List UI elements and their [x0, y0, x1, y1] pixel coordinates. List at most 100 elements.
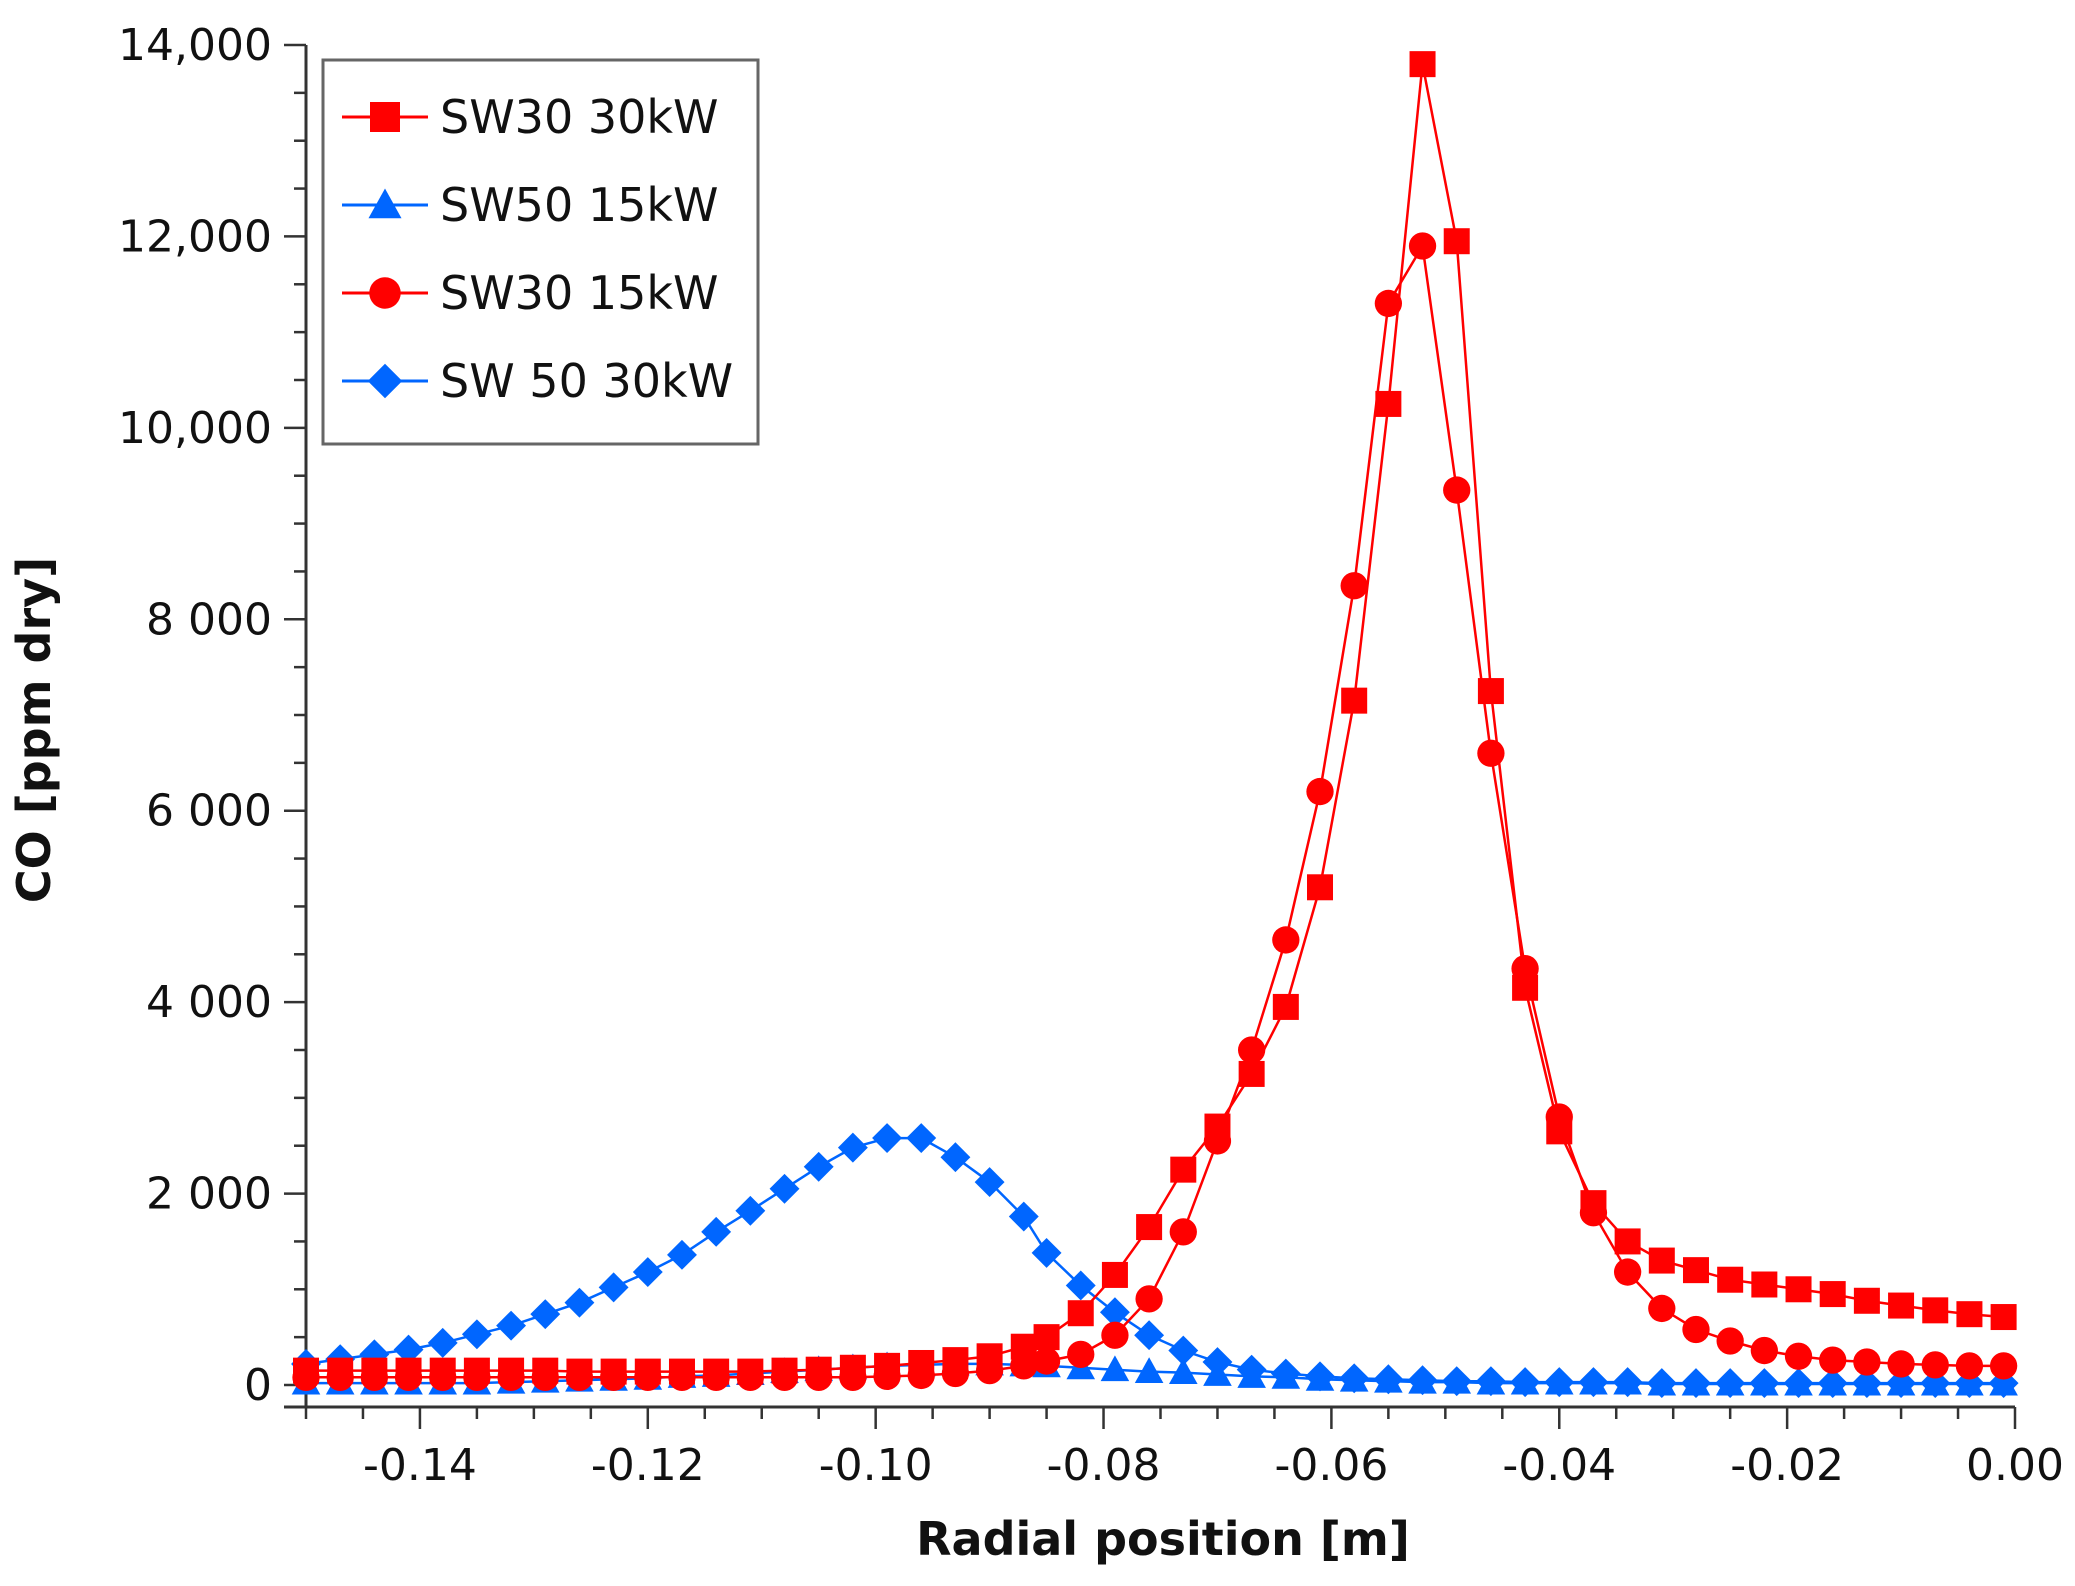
legend-label-sw-50-30kw: SW 50 30kW	[440, 354, 733, 408]
data-point-sw-50-30kw	[1407, 1365, 1438, 1396]
data-point-sw-50-30kw	[1031, 1237, 1062, 1268]
data-point-sw50-15kw	[1168, 1358, 1198, 1384]
data-point-sw30-30kw	[1751, 1271, 1778, 1298]
data-point-sw30-15kw	[1135, 1285, 1163, 1313]
data-point-sw30-30kw	[1956, 1301, 1983, 1328]
data-point-sw-50-30kw	[1749, 1368, 1780, 1399]
data-point-sw30-15kw	[1306, 777, 1334, 806]
data-point-sw30-15kw	[1989, 1352, 2018, 1380]
data-point-sw-50-30kw	[701, 1216, 732, 1247]
data-point-sw30-15kw	[1716, 1327, 1744, 1355]
data-point-sw50-15kw	[1134, 1357, 1164, 1384]
data-point-sw30-15kw	[1853, 1348, 1881, 1376]
data-point-sw30-30kw	[1990, 1304, 2017, 1331]
data-point-sw-50-30kw	[496, 1310, 527, 1341]
data-point-sw30-30kw	[1888, 1292, 1915, 1319]
data-point-sw30-30kw	[942, 1347, 969, 1374]
data-point-sw-50-30kw	[1339, 1363, 1370, 1394]
y-tick-label: 6 000	[146, 786, 272, 837]
data-point-sw-50-30kw	[598, 1272, 629, 1303]
data-point-sw-50-30kw	[1373, 1364, 1404, 1395]
series-layer	[291, 51, 2019, 1399]
data-point-sw-50-30kw	[1578, 1367, 1609, 1398]
x-tick-label: -0.04	[1502, 1440, 1616, 1491]
legend-marker-sw50-15kw	[368, 188, 402, 219]
data-point-sw-50-30kw	[1612, 1367, 1643, 1398]
legend-label-sw50-15kw: SW50 15kW	[440, 178, 719, 232]
data-point-sw30-30kw	[668, 1358, 695, 1385]
data-point-sw30-30kw	[1546, 1118, 1573, 1145]
data-point-sw30-30kw	[771, 1357, 798, 1384]
data-point-sw50-15kw	[1100, 1355, 1130, 1382]
data-point-sw30-30kw	[703, 1358, 730, 1385]
data-point-sw-50-30kw	[564, 1287, 595, 1318]
data-point-sw30-30kw	[1272, 993, 1299, 1020]
data-point-sw30-15kw	[1682, 1315, 1710, 1344]
x-tick-label: -0.08	[1047, 1440, 1161, 1491]
data-point-sw30-15kw	[1887, 1350, 1915, 1378]
data-point-sw30-15kw	[1067, 1340, 1095, 1369]
x-axis-ticks: -0.14 -0.12 -0.10 -0.08 -0.06 -0.04 -0.02 0.00	[304, 1407, 2064, 1491]
data-point-sw30-30kw	[1409, 51, 1436, 78]
data-point-sw30-30kw	[1170, 1156, 1197, 1183]
data-point-sw-50-30kw	[1134, 1320, 1165, 1351]
data-point-sw30-30kw	[395, 1357, 422, 1384]
x-tick-label: 0.00	[1966, 1440, 2064, 1491]
legend: SW30 30kW SW50 15kW SW30 15kW SW 50 30kW	[321, 58, 760, 446]
data-point-sw-50-30kw	[632, 1257, 663, 1288]
data-point-sw30-15kw	[1101, 1321, 1129, 1349]
y-tick-label: 8 000	[146, 594, 272, 645]
data-point-sw-50-30kw	[461, 1319, 492, 1350]
data-point-sw30-30kw	[1785, 1276, 1812, 1303]
x-tick-label: -0.10	[819, 1440, 933, 1491]
data-point-sw30-15kw	[1955, 1352, 1984, 1380]
data-point-sw30-15kw	[1443, 476, 1471, 504]
legend-item-sw30-30kw: SW30 30kW	[342, 90, 719, 144]
y-tick-label: 2 000	[146, 1169, 272, 1220]
legend-label-sw30-15kw: SW30 15kW	[440, 266, 719, 320]
data-point-sw30-30kw	[908, 1349, 935, 1376]
data-point-sw30-30kw	[566, 1358, 593, 1385]
data-point-sw30-30kw	[1341, 687, 1368, 714]
data-point-sw30-30kw	[839, 1354, 866, 1381]
data-point-sw-50-30kw	[769, 1173, 800, 1204]
data-point-sw30-15kw	[1477, 739, 1505, 767]
data-point-sw-50-30kw	[1202, 1347, 1233, 1377]
y-tick-label: 4 000	[146, 977, 272, 1028]
data-point-sw30-30kw	[1204, 1113, 1231, 1140]
x-tick-label: -0.12	[591, 1440, 705, 1491]
data-point-sw-50-30kw	[803, 1151, 834, 1182]
data-point-sw-50-30kw	[1817, 1368, 1848, 1399]
data-point-sw30-30kw	[1512, 974, 1539, 1001]
data-point-sw-50-30kw	[940, 1142, 971, 1173]
data-point-sw-50-30kw	[1783, 1368, 1814, 1399]
data-point-sw-50-30kw	[1008, 1201, 1039, 1232]
data-point-sw30-15kw	[1169, 1218, 1197, 1246]
data-point-sw30-15kw	[1784, 1342, 1813, 1370]
data-point-sw-50-30kw	[1851, 1368, 1882, 1399]
data-point-sw-50-30kw	[1681, 1368, 1711, 1399]
axes	[284, 45, 2015, 1409]
data-point-sw30-30kw	[1922, 1297, 1949, 1324]
data-point-sw30-15kw	[1272, 926, 1300, 954]
data-point-sw30-30kw	[1819, 1281, 1846, 1308]
data-point-sw30-30kw	[976, 1343, 1003, 1370]
data-point-sw-50-30kw	[1270, 1358, 1301, 1389]
data-point-sw-50-30kw	[1646, 1368, 1677, 1399]
data-point-sw30-30kw	[463, 1357, 490, 1384]
data-point-sw30-30kw	[805, 1356, 832, 1383]
data-point-sw30-30kw	[1033, 1324, 1060, 1351]
legend-marker-sw30-15kw	[369, 277, 401, 309]
data-point-sw30-30kw	[1614, 1228, 1641, 1255]
data-point-sw-50-30kw	[906, 1123, 937, 1154]
data-point-sw30-15kw	[1374, 289, 1403, 318]
data-point-sw30-30kw	[737, 1358, 764, 1385]
legend-item-sw30-15kw: SW30 15kW	[342, 266, 719, 320]
data-point-sw30-30kw	[1477, 678, 1504, 705]
data-point-sw30-30kw	[293, 1357, 319, 1384]
data-point-sw30-15kw	[1750, 1336, 1778, 1365]
data-point-sw-50-30kw	[427, 1327, 458, 1358]
y-axis-title: CO [ppm dry]	[7, 557, 61, 903]
y-tick-label: 14,000	[118, 20, 272, 71]
